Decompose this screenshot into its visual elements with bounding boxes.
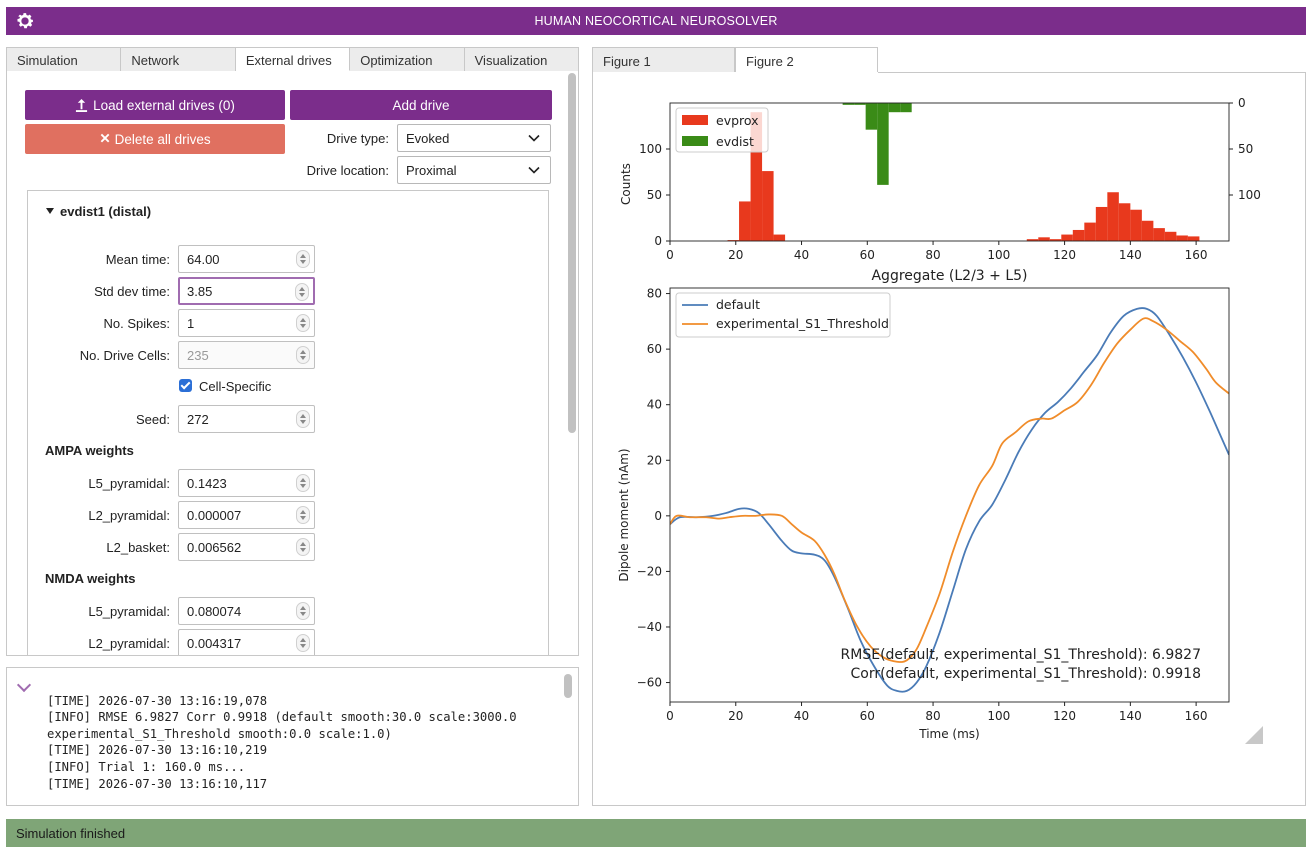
drive-type-value: Evoked xyxy=(406,131,450,146)
log-line: [INFO] Trial 1: 160.0 ms... xyxy=(47,759,246,774)
log-lines: [TIME] 2026-07-30 13:16:19,078 [INFO] RMS… xyxy=(47,676,517,792)
drive-type-label: Drive type: xyxy=(326,131,389,146)
ampa-l5-label: L5_pyramidal: xyxy=(88,476,170,491)
gear-icon[interactable] xyxy=(14,10,36,32)
drive-location-select[interactable]: Proximal xyxy=(397,156,551,184)
nmda-l5-value: 0.080074 xyxy=(187,604,242,619)
resize-handle-icon[interactable] xyxy=(1245,726,1263,744)
drive-cells-label: No. Drive Cells: xyxy=(79,348,170,363)
ampa-basket-input[interactable]: 0.006562 xyxy=(178,533,315,561)
cell-specific-checkbox[interactable] xyxy=(179,379,192,392)
tab-divider xyxy=(878,72,1306,73)
delete-drives-label: Delete all drives xyxy=(114,131,211,147)
nmda-l5-input[interactable]: 0.080074 xyxy=(178,597,315,625)
tab-figure-2[interactable]: Figure 2 xyxy=(735,47,878,73)
ampa-weights-title: AMPA weights xyxy=(45,443,134,458)
ampa-l2-value: 0.000007 xyxy=(187,508,242,523)
log-line: [TIME] 2026-07-30 13:16:19,078 xyxy=(47,693,268,708)
log-scrollbar[interactable] xyxy=(564,674,572,698)
nmda-l2-label: L2_pyramidal: xyxy=(88,636,170,651)
seed-input[interactable]: 272 xyxy=(178,405,315,433)
spin-icon[interactable] xyxy=(296,474,310,492)
spin-icon[interactable] xyxy=(296,250,310,268)
log-panel: [TIME] 2026-07-30 13:16:19,078 [INFO] RMS… xyxy=(6,667,579,806)
spin-icon[interactable] xyxy=(296,314,310,332)
log-line: [TIME] 2026-07-30 13:16:10,117 xyxy=(47,776,268,791)
app-title: HUMAN NEOCORTICAL NEUROSOLVER xyxy=(534,14,778,28)
spin-icon[interactable] xyxy=(296,538,310,556)
ampa-basket-value: 0.006562 xyxy=(187,540,242,555)
upload-icon xyxy=(76,98,88,112)
nmda-weights-title: NMDA weights xyxy=(45,571,136,586)
title-bar: HUMAN NEOCORTICAL NEUROSOLVER xyxy=(6,7,1306,35)
spin-icon[interactable] xyxy=(296,634,310,652)
figure-tab-bar: Figure 1 Figure 2 xyxy=(592,47,878,73)
std-dev-value: 3.85 xyxy=(187,284,213,299)
tab-visualization[interactable]: Visualization xyxy=(464,48,579,71)
left-tab-bar: Simulation Network External drives Optim… xyxy=(6,47,579,72)
tab-network[interactable]: Network xyxy=(121,48,236,71)
chevron-down-icon xyxy=(528,166,540,174)
std-dev-input[interactable]: 3.85 xyxy=(178,277,315,305)
spikes-label: No. Spikes: xyxy=(103,316,170,331)
drive-cells-value: 235 xyxy=(187,348,209,363)
delete-all-drives-button[interactable]: ✕ Delete all drives xyxy=(25,124,285,154)
mean-time-value: 64.00 xyxy=(187,252,220,267)
chevron-down-icon[interactable] xyxy=(16,677,32,693)
external-drives-panel: Load external drives (0) Add drive ✕ Del… xyxy=(6,71,579,656)
status-text: Simulation finished xyxy=(16,826,126,841)
spin-icon[interactable] xyxy=(296,602,310,620)
seed-label: Seed: xyxy=(136,412,170,427)
mean-time-input[interactable]: 64.00 xyxy=(178,245,315,273)
add-drive-button[interactable]: Add drive xyxy=(290,90,552,120)
drive-location-value: Proximal xyxy=(406,163,457,178)
tab-optimization[interactable]: Optimization xyxy=(350,48,465,71)
spin-icon[interactable] xyxy=(296,410,310,428)
log-line: experimental_S1_Threshold smooth:0.0 sca… xyxy=(47,726,392,741)
drive-header-label: evdist1 (distal) xyxy=(60,204,152,219)
tab-figure-1[interactable]: Figure 1 xyxy=(592,47,735,73)
drive-accordion: evdist1 (distal) Mean time: 64.00 Std de… xyxy=(27,190,549,655)
status-bar: Simulation finished xyxy=(6,819,1306,847)
ampa-l2-label: L2_pyramidal: xyxy=(88,508,170,523)
load-drives-button[interactable]: Load external drives (0) xyxy=(25,90,285,120)
drive-location-label: Drive location: xyxy=(306,163,389,178)
ampa-basket-label: L2_basket: xyxy=(106,540,170,555)
log-line: [INFO] RMSE 6.9827 Corr 0.9918 (default … xyxy=(47,710,517,725)
nmda-l5-label: L5_pyramidal: xyxy=(88,604,170,619)
tab-external-drives[interactable]: External drives xyxy=(235,48,351,71)
drive-header[interactable]: evdist1 (distal) xyxy=(46,204,151,219)
seed-value: 272 xyxy=(187,412,209,427)
load-drives-label: Load external drives (0) xyxy=(93,97,235,113)
spin-icon xyxy=(296,346,310,364)
spin-icon[interactable] xyxy=(295,283,309,301)
chevron-down-icon xyxy=(528,134,540,142)
tab-simulation[interactable]: Simulation xyxy=(7,48,122,71)
log-line: [TIME] 2026-07-30 13:16:10,219 xyxy=(47,743,268,758)
drive-cells-input: 235 xyxy=(178,341,315,369)
ampa-l2-input[interactable]: 0.000007 xyxy=(178,501,315,529)
drive-type-select[interactable]: Evoked xyxy=(397,124,551,152)
figure-panel xyxy=(592,72,1306,806)
spikes-input[interactable]: 1 xyxy=(178,309,315,337)
nmda-l2-value: 0.004317 xyxy=(187,636,242,651)
std-dev-label: Std dev time: xyxy=(94,284,170,299)
spin-icon[interactable] xyxy=(296,506,310,524)
mean-time-label: Mean time: xyxy=(105,252,170,267)
left-panel-scrollbar[interactable] xyxy=(568,73,576,433)
caret-down-icon xyxy=(46,208,54,214)
x-icon: ✕ xyxy=(99,131,111,146)
ampa-l5-input[interactable]: 0.1423 xyxy=(178,469,315,497)
nmda-l2-input[interactable]: 0.004317 xyxy=(178,629,315,655)
spikes-value: 1 xyxy=(187,316,195,331)
ampa-l5-value: 0.1423 xyxy=(187,476,227,491)
cell-specific-label: Cell-Specific xyxy=(199,379,272,394)
